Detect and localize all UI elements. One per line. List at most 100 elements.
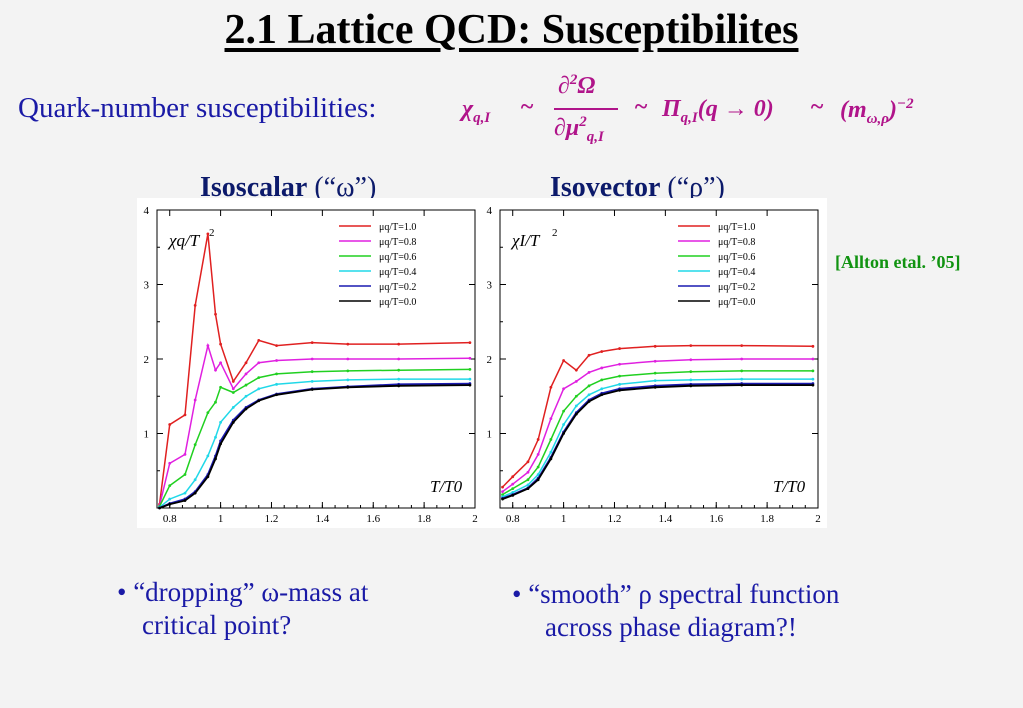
- formula-numerator: ∂2Ω: [558, 72, 596, 99]
- y-axis-label: χq/T: [167, 231, 201, 250]
- x-tick-label: 1.2: [608, 513, 622, 525]
- x-tick-label: 1: [561, 513, 567, 525]
- x-tick-label: 0.8: [506, 513, 520, 525]
- data-point: [244, 407, 248, 411]
- data-point: [244, 394, 248, 398]
- data-point: [193, 303, 197, 307]
- y-tick-label: 2: [487, 354, 493, 366]
- data-point: [214, 312, 217, 316]
- data-point: [562, 387, 565, 391]
- data-point: [310, 357, 314, 361]
- fraction-bar: [554, 108, 618, 110]
- data-point: [618, 382, 621, 386]
- data-point: [587, 393, 591, 397]
- data-point: [618, 362, 621, 366]
- series-line-3: [502, 378, 813, 498]
- data-point: [689, 370, 693, 374]
- data-point: [811, 383, 815, 387]
- legend-label: μq/T=0.0: [379, 297, 416, 308]
- data-point: [653, 344, 657, 348]
- susceptibility-formula: χq,I ~ ∂2Ω ∂μ2q,I ~ Πq,I(q → 0) ~ (mω,ρ)…: [462, 66, 982, 166]
- formula-denominator: ∂μ2q,I: [554, 114, 604, 145]
- data-point: [310, 388, 314, 391]
- data-point: [275, 359, 278, 362]
- data-point: [549, 457, 553, 461]
- series-line-1: [502, 358, 813, 493]
- x-tick-label: 2: [472, 513, 478, 525]
- data-point: [618, 388, 621, 392]
- data-point: [193, 443, 197, 447]
- data-point: [219, 385, 223, 389]
- data-point: [511, 475, 515, 479]
- data-point: [168, 502, 172, 506]
- data-point: [206, 344, 210, 347]
- y-tick-label: 4: [487, 205, 493, 217]
- data-point: [740, 377, 744, 381]
- y-axis-label-exponent: 2: [552, 227, 558, 239]
- data-point: [811, 344, 815, 348]
- data-point: [468, 368, 472, 371]
- y-tick-label: 1: [487, 429, 493, 441]
- data-point: [587, 384, 591, 388]
- x-tick-label: 1.4: [315, 513, 329, 525]
- data-point: [257, 338, 261, 342]
- data-point: [574, 412, 578, 416]
- data-point: [183, 499, 187, 502]
- data-point: [600, 350, 604, 353]
- data-point: [536, 473, 540, 476]
- data-point: [244, 372, 248, 376]
- data-point: [231, 406, 235, 409]
- bullet-dropping-omega: • “dropping” ω-mass at critical point?: [117, 576, 368, 642]
- data-point: [168, 497, 172, 501]
- data-point: [468, 377, 472, 381]
- data-point: [257, 387, 261, 391]
- legend-label: μq/T=0.8: [379, 237, 416, 248]
- legend-label: μq/T=0.4: [718, 267, 755, 278]
- chart-panel-isoscalar: 0.8 1 1.2 1.4 1.6 1.8 2 1 2 3 4 χq/T 2 T/T0 μq/T=1.0 μq…: [144, 205, 478, 525]
- data-point: [183, 491, 187, 495]
- data-point: [501, 497, 504, 501]
- data-point: [653, 371, 657, 375]
- data-point: [310, 341, 314, 345]
- data-point: [587, 353, 591, 357]
- data-point: [811, 369, 815, 373]
- data-point: [549, 438, 553, 441]
- data-point: [536, 478, 540, 482]
- data-point: [689, 378, 693, 382]
- data-point: [536, 465, 540, 469]
- data-point: [468, 356, 472, 360]
- x-tick-label: 1.8: [760, 513, 774, 525]
- formula-tilde-1: ~: [520, 94, 534, 120]
- data-point: [168, 461, 172, 465]
- x-tick-label: 2: [815, 513, 821, 525]
- data-point: [574, 379, 578, 383]
- data-point: [193, 398, 197, 402]
- data-point: [574, 404, 578, 408]
- data-point: [600, 393, 604, 397]
- bullet-right-line1: • “smooth” ρ spectral function: [512, 579, 840, 609]
- data-point: [740, 344, 744, 347]
- data-point: [231, 387, 235, 391]
- data-point: [526, 470, 530, 474]
- y-tick-label: 2: [144, 354, 150, 366]
- data-point: [214, 400, 217, 404]
- data-point: [193, 491, 197, 495]
- x-tick-label: 1.6: [709, 513, 723, 525]
- x-axis-label: T/T0: [773, 477, 806, 496]
- data-point: [511, 493, 515, 497]
- data-point: [397, 342, 401, 346]
- data-point: [562, 359, 565, 362]
- data-point: [811, 357, 815, 361]
- data-point: [219, 361, 223, 365]
- formula-tilde-3: ~: [810, 94, 824, 120]
- data-point: [562, 409, 565, 413]
- data-point: [501, 485, 504, 489]
- bullet-right-line2: across phase diagram?!: [545, 612, 797, 642]
- data-point: [549, 417, 553, 420]
- data-point: [257, 361, 261, 365]
- data-point: [310, 379, 314, 383]
- y-tick-label: 1: [144, 429, 150, 441]
- x-tick-label: 1: [218, 513, 224, 525]
- isoscalar-title: Isoscalar (“ω”): [200, 172, 377, 203]
- data-point: [397, 384, 401, 388]
